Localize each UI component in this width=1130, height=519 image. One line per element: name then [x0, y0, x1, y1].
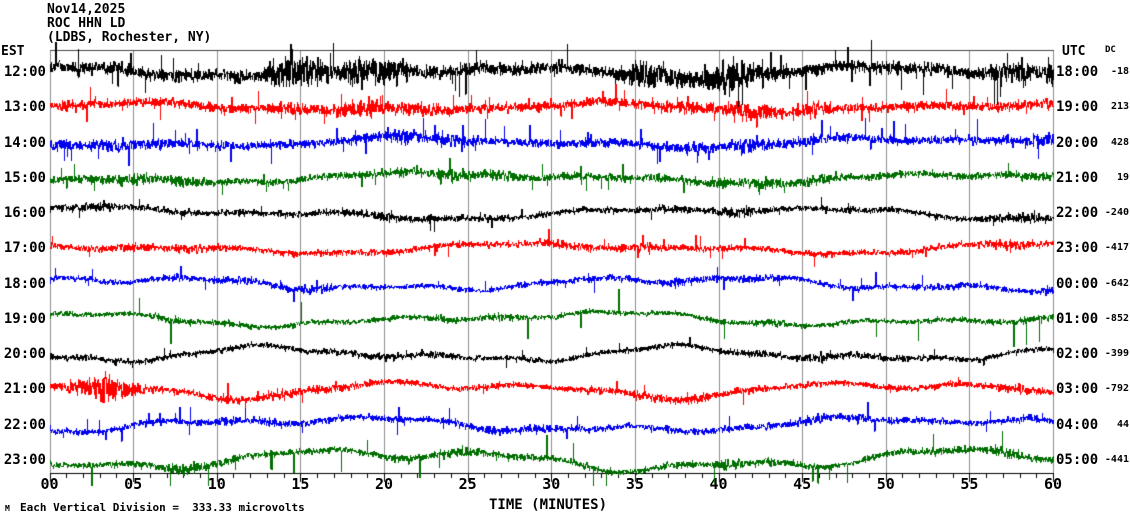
- header-date: Nov14,2025: [47, 2, 126, 17]
- est-hour-label: 14:00: [3, 134, 46, 151]
- x-axis-tick-label: 25: [458, 475, 477, 493]
- x-axis-tick-label: 30: [542, 475, 561, 493]
- dc-offset-value: -399: [1104, 348, 1129, 360]
- dc-offset-value: 428: [1110, 136, 1129, 148]
- dc-offset-value: -18: [1110, 66, 1129, 77]
- x-axis-tick-label: 55: [960, 475, 979, 493]
- est-hour-label: 20:00: [3, 346, 46, 363]
- x-axis-tick-label: 50: [876, 475, 895, 493]
- x-axis-tick-label: 00: [40, 475, 59, 493]
- est-hour-label: 16:00: [3, 205, 46, 222]
- est-hour-label: 12:00: [3, 64, 46, 80]
- est-hour-label: 19:00: [3, 310, 46, 327]
- dc-offset-column-label: DC: [1105, 45, 1116, 55]
- x-axis-tick-label: 40: [709, 475, 728, 493]
- est-hour-label: 18:00: [3, 275, 46, 292]
- x-axis-title: TIME (MINUTES): [488, 497, 608, 513]
- x-axis-tick-label: 05: [124, 475, 143, 493]
- x-axis-tick-label: 20: [374, 475, 394, 493]
- est-hour-label: 17:00: [3, 240, 46, 257]
- est-hour-label: 21:00: [3, 381, 46, 398]
- header-station-location: (LDBS, Rochester, NY): [47, 30, 212, 45]
- est-hour-label: 22:00: [3, 416, 46, 433]
- dc-offset-value: -417: [1104, 242, 1129, 254]
- est-hour-label: 23:00: [3, 451, 46, 468]
- dc-offset-value: -441: [1104, 453, 1129, 465]
- corner-glyph: M: [5, 504, 10, 513]
- header-station-id: ROC HHN LD: [47, 16, 126, 31]
- x-axis-tick-label: 45: [793, 475, 812, 493]
- dc-offset-value: 213: [1110, 101, 1129, 113]
- x-axis-tick-label: 15: [291, 475, 310, 493]
- left-timezone-label: EST: [1, 44, 25, 59]
- x-axis-tick-label: 35: [625, 475, 644, 493]
- dc-offset-value: 19: [1116, 171, 1129, 183]
- est-hour-label: 15:00: [3, 169, 46, 186]
- dc-offset-value: 44: [1116, 418, 1129, 430]
- x-axis-tick-label: 60: [1043, 475, 1063, 493]
- x-axis-tick-label: 10: [207, 475, 226, 493]
- right-timezone-label: UTC: [1062, 44, 1086, 59]
- dc-offset-value: -240: [1104, 207, 1129, 219]
- dc-offset-value: -852: [1104, 312, 1129, 324]
- vertical-scale-note: Each Vertical Division = 333.33 microvol…: [20, 501, 305, 514]
- dc-offset-value: -642: [1104, 277, 1129, 289]
- est-hour-label: 13:00: [3, 99, 46, 116]
- dc-offset-value: -792: [1104, 383, 1129, 395]
